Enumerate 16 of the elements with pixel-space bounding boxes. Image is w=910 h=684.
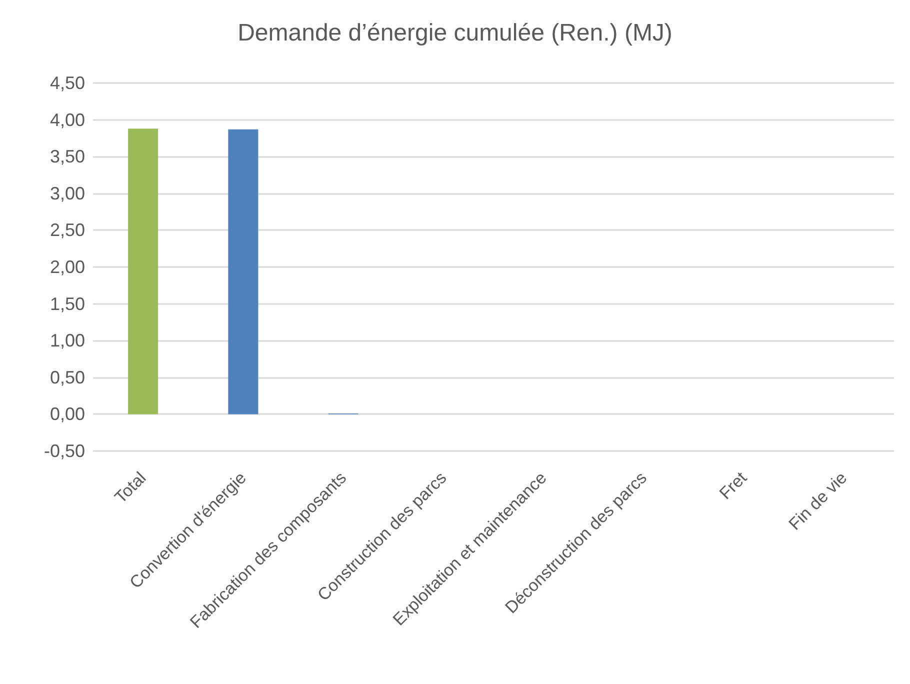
y-tick-label: -0,50 xyxy=(44,441,85,461)
y-tick-label: 2,50 xyxy=(50,220,85,240)
bar xyxy=(128,128,158,414)
y-tick-label: 2,00 xyxy=(50,257,85,277)
y-tick-label: 1,00 xyxy=(50,330,85,351)
y-tick-label: 4,50 xyxy=(50,73,85,93)
x-tick-label: Fin de vie xyxy=(785,468,851,534)
y-tick-label: 3,50 xyxy=(50,146,85,167)
x-tick-label: Fret xyxy=(716,468,751,504)
y-tick-label: 1,50 xyxy=(50,294,85,314)
y-tick-label: 3,00 xyxy=(50,183,85,204)
chart-title: Demande d’énergie cumulée (Ren.) (MJ) xyxy=(238,20,672,46)
bar xyxy=(228,129,258,414)
y-tick-label: 4,00 xyxy=(50,110,85,130)
y-tick-label: 0,50 xyxy=(50,367,85,388)
y-tick-label: 0,00 xyxy=(50,404,85,424)
